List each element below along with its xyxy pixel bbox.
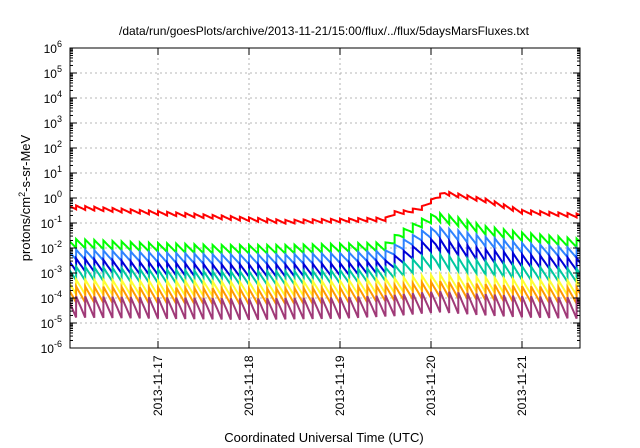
x-axis-title: Coordinated Universal Time (UTC) — [224, 430, 423, 445]
y-tick-label: 10-4 — [41, 289, 62, 306]
series-line — [70, 290, 580, 321]
y-tick-base: 10 — [41, 292, 55, 306]
y-tick-base: 10 — [41, 317, 55, 331]
y-tick-base: 10 — [44, 42, 58, 56]
y-tick-exponent: 6 — [57, 39, 62, 49]
y-axis-title-suffix: -s-sr-MeV — [18, 134, 33, 191]
series-line — [70, 224, 580, 268]
series-line — [70, 210, 580, 257]
y-tick-exponent: 5 — [57, 64, 62, 74]
x-tick-label: 2013-11-21 — [515, 355, 529, 416]
y-axis-title-sup: 2 — [17, 192, 27, 197]
series-line — [70, 190, 580, 226]
x-tick-label: 2013-11-19 — [333, 355, 347, 416]
y-axis-tick-labels: 10-610-510-410-310-210-11001011021031041… — [41, 39, 62, 356]
y-tick-base: 10 — [41, 242, 55, 256]
y-tick-label: 102 — [44, 139, 62, 156]
y-tick-exponent: -6 — [54, 339, 62, 349]
y-tick-exponent: -3 — [54, 264, 62, 274]
axis-ticks — [70, 47, 580, 349]
y-tick-base: 10 — [41, 342, 55, 356]
y-tick-exponent: 3 — [57, 114, 62, 124]
y-tick-label: 10-6 — [41, 339, 62, 356]
y-tick-exponent: -4 — [54, 289, 62, 299]
y-tick-base: 10 — [44, 142, 58, 156]
y-tick-base: 10 — [44, 92, 58, 106]
y-tick-base: 10 — [41, 217, 55, 231]
y-tick-exponent: -2 — [54, 239, 62, 249]
y-tick-base: 10 — [44, 67, 58, 81]
y-tick-label: 106 — [44, 39, 62, 56]
y-axis-title: protons/cm2-s-sr-MeV — [17, 134, 33, 261]
y-tick-label: 101 — [44, 164, 62, 181]
y-tick-label: 10-5 — [41, 314, 62, 331]
y-tick-label: 10-1 — [41, 214, 62, 231]
y-axis-title-prefix: protons/cm — [18, 197, 33, 261]
y-tick-exponent: -1 — [54, 214, 62, 224]
y-tick-exponent: 1 — [57, 164, 62, 174]
y-tick-base: 10 — [44, 192, 58, 206]
y-tick-label: 105 — [44, 64, 62, 81]
y-tick-exponent: 4 — [57, 89, 62, 99]
x-tick-label: 2013-11-18 — [242, 355, 256, 416]
chart-title: /data/run/goesPlots/archive/2013-11-21/1… — [119, 24, 530, 38]
y-tick-base: 10 — [44, 117, 58, 131]
y-tick-exponent: -5 — [54, 314, 62, 324]
y-tick-exponent: 0 — [57, 189, 62, 199]
y-tick-base: 10 — [44, 167, 58, 181]
series-group — [70, 190, 580, 321]
y-tick-label: 10-3 — [41, 264, 62, 281]
x-tick-label: 2013-11-20 — [424, 355, 438, 416]
x-axis-tick-labels: 2013-11-17 2013-11-18 2013-11-19 2013-11-20… — [151, 355, 529, 416]
series-line — [70, 250, 580, 289]
y-tick-label: 100 — [44, 189, 62, 206]
y-tick-label: 103 — [44, 114, 62, 131]
y-tick-label: 10-2 — [41, 239, 62, 256]
y-tick-exponent: 2 — [57, 139, 62, 149]
y-tick-label: 104 — [44, 89, 62, 106]
series-line — [70, 278, 580, 309]
y-tick-base: 10 — [41, 267, 55, 281]
x-tick-label: 2013-11-17 — [151, 355, 165, 416]
